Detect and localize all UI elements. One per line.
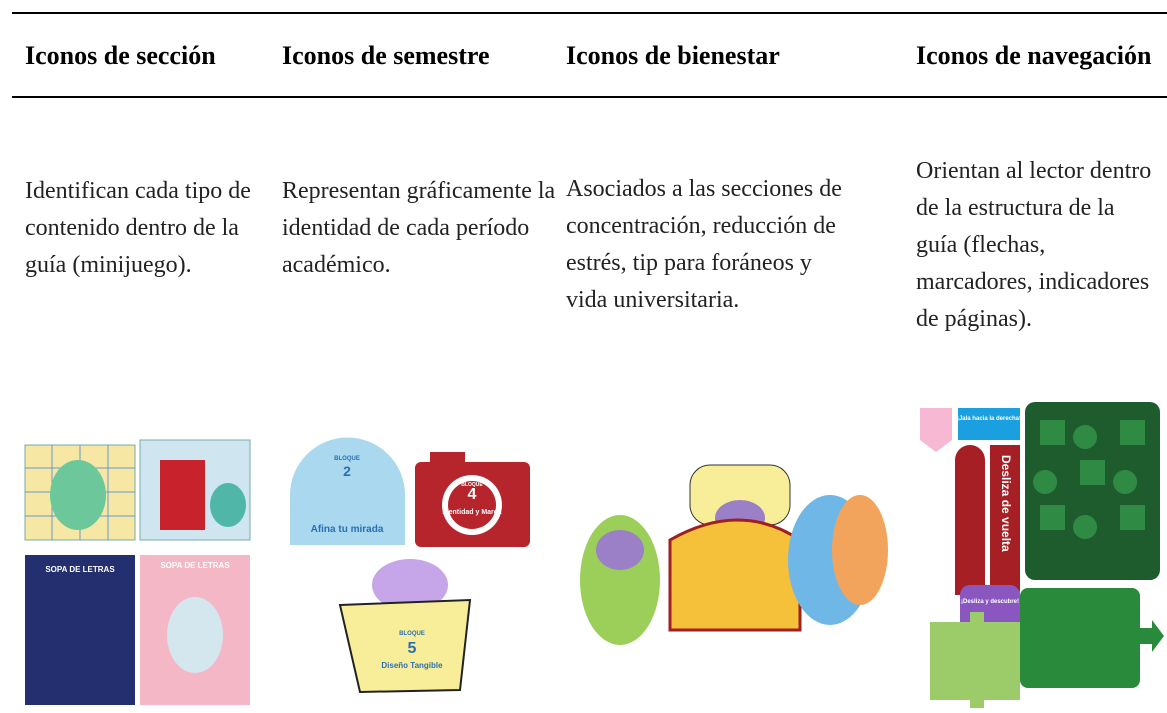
- body-cell: Asociados a las secciones de concentraci…: [566, 97, 856, 393]
- nav-arrow: [970, 700, 984, 708]
- header-rule: [12, 96, 1167, 98]
- cat-figure: [50, 460, 106, 530]
- poster-title: SOPA DE LETRAS: [160, 561, 230, 570]
- nav-tab: [958, 408, 1020, 440]
- cell-text: Identifican cada tipo de contenido dentr…: [25, 177, 251, 278]
- badge-text: BLOQUE: [399, 631, 425, 637]
- nav-tab: [990, 445, 1020, 605]
- poster-thumb: [25, 555, 135, 705]
- poster-title: SOPA DE LETRAS: [45, 565, 115, 574]
- badge-number: 2: [343, 463, 351, 479]
- bookmark: [920, 408, 952, 452]
- nav-tab: [955, 445, 985, 595]
- header-cell: Iconos de bienestar: [566, 15, 906, 97]
- nav-arrow: [1140, 620, 1164, 652]
- badge-text: Afina tu mirada: [311, 524, 384, 535]
- box-figure: [160, 460, 205, 530]
- header-cell: Iconos de navegación: [916, 15, 1156, 97]
- cat-figure: [210, 483, 246, 527]
- block-badge: [290, 437, 405, 545]
- blanket: [668, 518, 802, 632]
- tab-text: ¡Desliza y descubre!: [961, 599, 1019, 605]
- top-rule: [12, 12, 1167, 14]
- body-cell: Identifican cada tipo de contenido dentr…: [25, 80, 260, 376]
- badge-text: Diseño Tangible: [381, 661, 443, 670]
- body-cell: Representan gráficamente la identidad de…: [282, 80, 557, 376]
- badge-text: Identidad y Marca: [442, 509, 501, 516]
- illustrations: SOPA DE LETRAS SOPA DE LETRAS BLOQUE 2 A…: [24, 402, 1164, 708]
- body-cell: Orientan al lector dentro de la estructu…: [916, 97, 1161, 393]
- header-text: Iconos de bienestar: [566, 41, 780, 70]
- nav-arrow: [970, 612, 984, 622]
- nav-panel: [1020, 588, 1140, 688]
- cat-figure: [167, 597, 223, 673]
- cat-face: [596, 530, 644, 570]
- tab-text: ¡Jala hacia la derecha!: [957, 416, 1021, 422]
- nav-panel: [1025, 402, 1160, 580]
- badge-text: BLOQUE: [461, 482, 483, 488]
- cat-figure: [832, 495, 888, 605]
- camera-lens: [448, 481, 496, 529]
- box-badge: [338, 598, 472, 694]
- cat-figure: [372, 559, 448, 611]
- header-cell: Iconos de sección: [25, 15, 255, 97]
- cell-text: Asociados a las secciones de concentraci…: [566, 176, 842, 313]
- header-text: Iconos de navegación: [916, 41, 1152, 70]
- header-cell: Iconos de semestre: [282, 15, 562, 97]
- tab-text: Desliza de vuelta: [999, 455, 1013, 552]
- cell-text: Orientan al lector dentro de la estructu…: [916, 157, 1152, 332]
- header-text: Iconos de semestre: [282, 41, 490, 70]
- badge-number: 4: [468, 486, 477, 503]
- header-text: Iconos de sección: [25, 41, 216, 70]
- badge-text: BLOQUE: [334, 456, 360, 462]
- cell-text: Representan gráficamente la identidad de…: [282, 177, 556, 278]
- camera-top: [430, 452, 465, 466]
- badge-number: 5: [408, 640, 417, 657]
- panel-pattern: [1033, 420, 1145, 539]
- nav-panel: [930, 622, 1020, 700]
